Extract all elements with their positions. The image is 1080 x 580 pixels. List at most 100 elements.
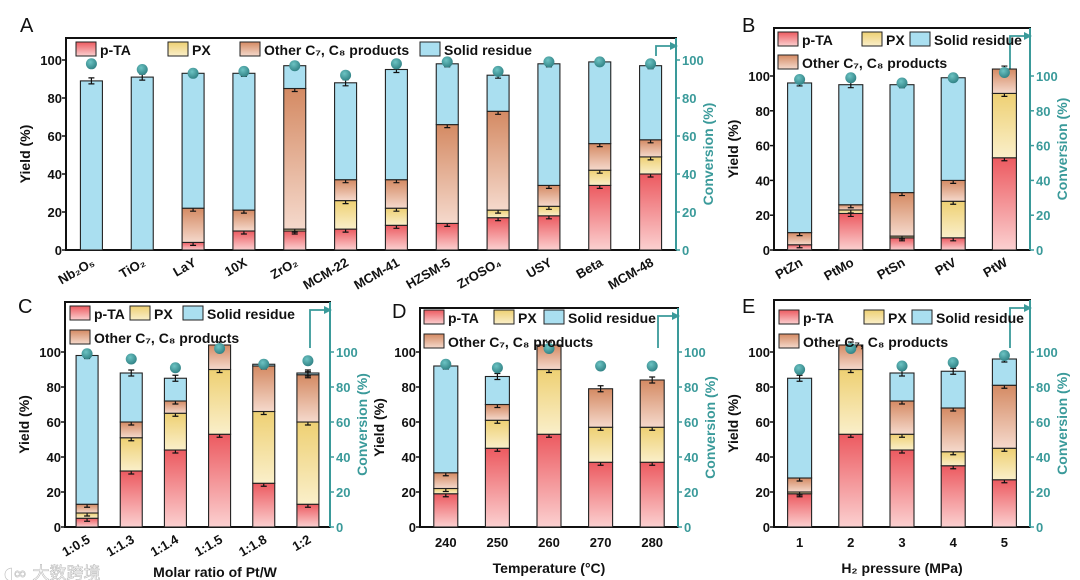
legend-px-swatch [129,305,151,321]
legend-solid-residue-swatch [543,309,565,325]
bar-segment-pta [536,433,562,528]
conversion-point [845,72,857,84]
x-tick-label: Nb₂O₅ [55,255,96,288]
y2-tick-label: 100 [1036,69,1058,84]
legend-pta-swatch [75,41,97,57]
x-tick-label: 1:1.4 [148,531,182,559]
conversion-point [258,358,270,370]
conversion-point [543,56,555,68]
y-tick-label: 20 [47,485,61,500]
legend-solid-residue-swatch [911,309,933,325]
y2-tick-label: 60 [336,415,350,430]
legend-pta-swatch [778,309,800,325]
conversion-point [896,360,908,372]
arrow-head-icon [1024,32,1032,40]
x-tick-label: 1:1.8 [236,532,269,560]
legend-solid-residue-label: Solid residue [444,42,532,58]
y-tick-label: 80 [402,380,416,395]
bar-segment-px [208,368,232,435]
conversion-point [947,357,959,368]
y2-tick-label: 40 [682,167,696,182]
bar-segment-px [536,368,562,435]
bar-segment-other [486,110,510,211]
panel-c: C 0 20 40 60 80 100 0 20 40 60 80 100 Yield (%) Conver… [16,296,370,580]
bar-segment-other [639,379,665,428]
y2-axis-title: Conversion (%) [354,373,370,476]
y2-tick-label: 100 [336,345,358,360]
bar-segment-pta [435,222,459,251]
x-axis-title: Molar ratio of Pt/W [153,564,277,580]
y2-tick-label: 60 [682,129,696,144]
bar-segment-solid-residue [838,84,864,206]
bar-segment-pta [119,470,143,528]
legend-other-products-swatch [778,333,800,349]
x-tick-label: ZrO₂ [268,254,301,282]
y-tick-label: 60 [756,415,770,430]
x-tick-label: 1:0.5 [59,532,92,560]
conversion-point [492,65,504,77]
bar-segment-pta [991,157,1017,251]
bar-segment-pta [639,173,663,251]
bar-segment-pta [588,184,612,251]
conversion-point [645,58,657,70]
legend-pta-label: p-TA [448,310,479,326]
y-tick-label: 20 [48,205,62,220]
x-tick-label: 1 [796,535,803,550]
bar-segment-other [181,207,205,243]
y-tick-label: 40 [756,450,770,465]
legend-other-products-swatch [777,54,799,70]
legend-other-products-label: Other C₇, C₈ products [448,334,593,350]
y2-tick-label: 80 [336,380,350,395]
bar-segment-px [163,412,187,451]
y-tick-label: 100 [748,69,770,84]
legend-px-swatch [167,41,189,57]
error-bar [172,374,179,382]
panel-label: C [18,296,32,318]
panel-a: A 0 20 40 60 80 100 0 20 40 60 80 100 Yield (%) Conver… [17,15,716,293]
bar-segment-other [283,87,307,230]
legend-px-swatch [493,309,515,325]
y2-axis-title: Conversion (%) [700,103,716,206]
panel-b: B 0 20 40 60 80 100 0 20 40 60 80 100 Yield (%) Conver… [725,15,1070,283]
y2-tick-label: 60 [1036,139,1050,154]
y2-tick-label: 80 [684,380,698,395]
bar-segment-solid-residue [486,74,510,112]
bar-segment-solid-residue [232,72,256,211]
panel-label: A [20,15,34,37]
bar-segment-px [838,368,864,435]
bar-segment-pta [252,482,276,528]
bar-segment-solid-residue [991,358,1017,386]
y-tick-label: 100 [39,345,61,360]
y-tick-label: 80 [48,91,62,106]
bar-segment-solid-residue [889,84,915,194]
y2-tick-label: 80 [1036,104,1050,119]
arrow-head-icon [324,306,332,314]
x-axis-title: Temperature (°C) [493,560,606,576]
bar-segment-px [588,426,614,463]
x-tick-label: 250 [487,535,509,550]
bar-segment-px [296,421,320,505]
y2-tick-label: 20 [682,205,696,220]
bar-segment-solid-residue [433,365,459,474]
y2-tick-label: 100 [684,345,706,360]
y2-tick-label: 40 [684,450,698,465]
x-tick-label: 3 [898,535,905,550]
bar-segment-solid-residue [588,61,612,145]
legend-other-products-swatch [69,329,91,345]
conversion-point [594,56,606,68]
y2-tick-label: 20 [336,485,350,500]
bar-segment-solid-residue [484,375,510,406]
conversion-axis-arrow [657,315,674,348]
legend-px-label: PX [192,42,211,58]
x-tick-label: MCM-22 [300,255,351,293]
bar-segment-solid-residue [334,82,358,181]
x-tick-label: HZSM-5 [403,255,452,292]
conversion-point [302,355,314,367]
plot-frame [65,37,677,251]
y-tick-label: 60 [402,415,416,430]
legend-solid-residue-swatch [419,41,441,57]
conversion-point [187,67,199,79]
x-tick-label: 1:2 [290,532,314,554]
bar-segment-pta [163,449,187,528]
x-tick-label: TiO₂ [117,255,148,282]
